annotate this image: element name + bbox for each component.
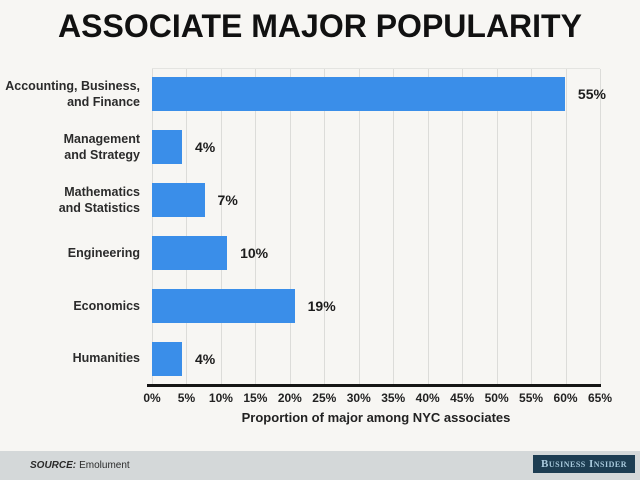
x-tick-label: 45% — [450, 391, 475, 405]
business-insider-logo: Business Insider — [533, 455, 635, 473]
x-tick-label: 50% — [484, 391, 509, 405]
x-axis-line — [147, 384, 601, 387]
gridlines — [152, 68, 601, 386]
x-tick-label: 25% — [312, 391, 337, 405]
bar-row: Mathematics and Statistics 7% — [0, 174, 640, 227]
bar-rows: Accounting, Business, and Finance 55% Mana… — [0, 68, 640, 385]
gridline — [565, 69, 567, 386]
gridline — [531, 69, 533, 386]
x-tick-label: 60% — [553, 391, 578, 405]
bar — [152, 341, 183, 376]
bar-track: 10% — [152, 235, 640, 270]
category-label: Accounting, Business, and Finance — [5, 79, 140, 110]
category-label: Humanities — [72, 351, 140, 366]
source-credit: SOURCE: Emolument — [30, 460, 130, 471]
bar — [152, 77, 565, 112]
plot-area: Accounting, Business, and Finance 55% Mana… — [0, 68, 640, 387]
bar-track: 4% — [152, 130, 640, 165]
bar-track: 19% — [152, 288, 640, 323]
x-tick-label: 30% — [346, 391, 371, 405]
category-label: Mathematics and Statistics — [58, 184, 140, 216]
bar — [152, 235, 228, 270]
bar-value-label: 19% — [307, 297, 336, 314]
x-tick-label: 35% — [381, 391, 406, 405]
x-axis-tick-labels: 0% 5% 10% 15% 20% 25% 30% 35% 40% 45% 50% 55% 60% 65% — [143, 391, 612, 407]
gridline — [186, 69, 188, 386]
gridline — [289, 69, 291, 386]
x-tick-label: 10% — [208, 391, 233, 405]
bar-track: 7% — [152, 183, 640, 218]
gridline — [496, 69, 498, 386]
gridline — [152, 69, 153, 386]
chart-title: ASSOCIATE MAJOR POPULARITY — [58, 8, 582, 44]
gridline — [324, 69, 326, 386]
category-label: Management and Strategy — [63, 131, 140, 163]
gridline — [255, 69, 257, 386]
bar-value-label: 7% — [217, 192, 238, 209]
source-label: SOURCE: — [30, 460, 77, 471]
gridline — [600, 69, 601, 386]
gridline — [462, 69, 464, 386]
bar-row: Management and Strategy 4% — [0, 121, 640, 174]
bar-track: 4% — [152, 341, 640, 376]
gridline — [393, 69, 395, 386]
x-tick-label: 15% — [243, 391, 268, 405]
bar-value-label: 4% — [195, 350, 216, 367]
x-tick-label: 40% — [415, 391, 440, 405]
category-label: Economics — [73, 298, 140, 313]
bar-track: 55% — [152, 77, 640, 112]
category-label: Engineering — [67, 245, 140, 260]
x-tick-label: 20% — [277, 391, 302, 405]
bar-row: Engineering 10% — [0, 226, 640, 279]
gridline — [220, 69, 222, 386]
bar — [152, 130, 183, 165]
bar-value-label: 55% — [577, 86, 606, 103]
x-tick-label: 65% — [587, 391, 613, 405]
footer-bar: SOURCE: Emolument Business Insider — [0, 451, 640, 480]
bar-row: Economics 19% — [0, 279, 640, 332]
bar — [152, 183, 205, 218]
bar — [152, 288, 295, 323]
bar-row: Accounting, Business, and Finance 55% — [0, 68, 640, 121]
x-tick-label: 0% — [143, 391, 161, 405]
gridline — [358, 69, 360, 386]
x-axis-label: Proportion of major among NYC associates — [241, 410, 511, 425]
bar-row: Humanities 4% — [0, 332, 640, 385]
x-tick-label: 55% — [519, 391, 544, 405]
gridline — [427, 69, 429, 386]
source-value: Emolument — [79, 460, 130, 471]
bar-value-label: 4% — [195, 139, 216, 156]
x-tick-label: 5% — [177, 391, 196, 405]
bar-value-label: 10% — [240, 244, 269, 261]
